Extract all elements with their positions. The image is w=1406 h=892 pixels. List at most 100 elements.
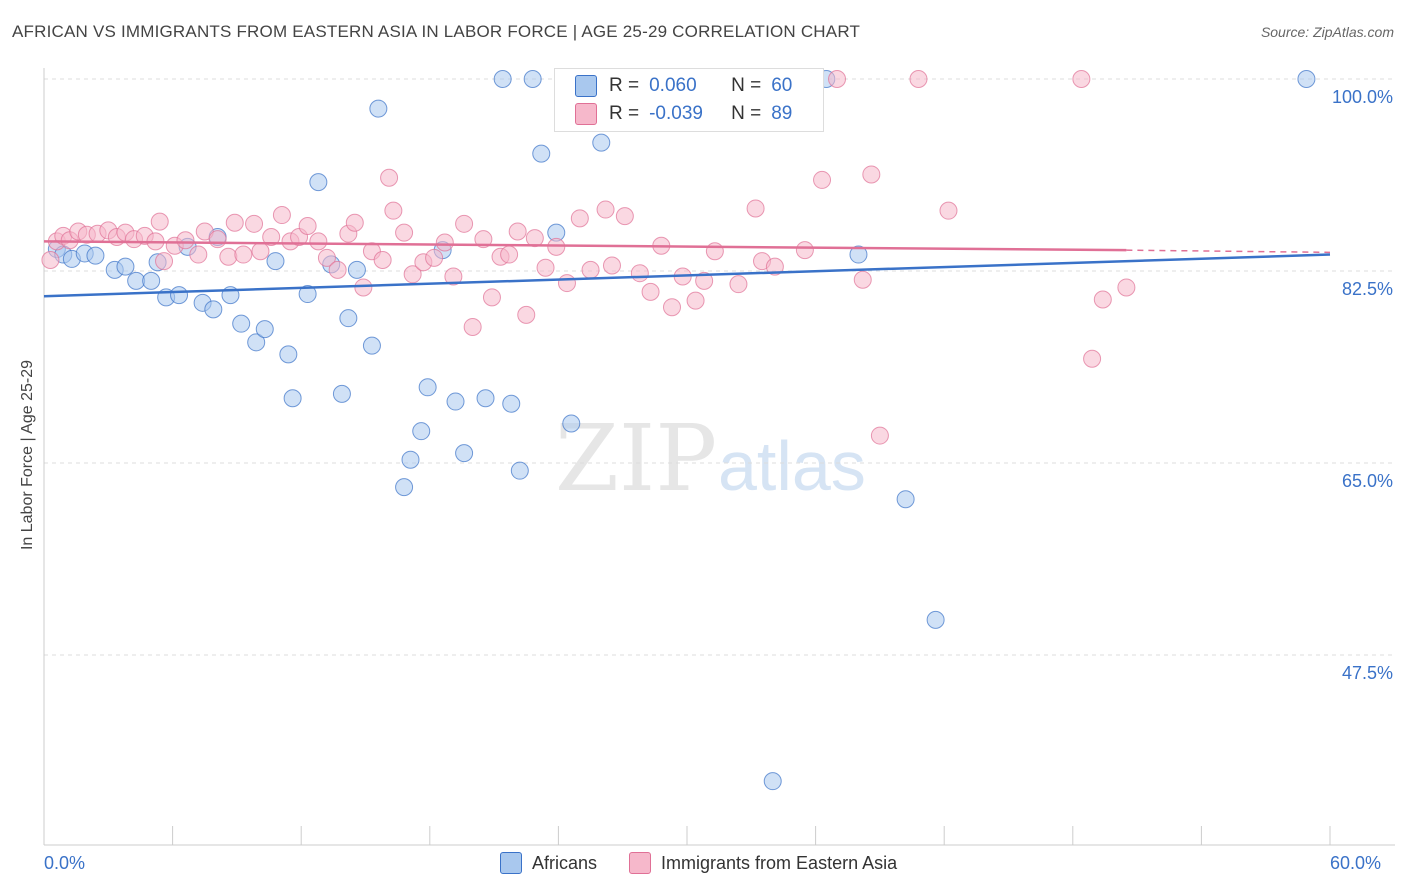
eastern-asia-point (705, 242, 724, 261)
eastern-asia-point (251, 242, 270, 261)
eastern-asia-point (155, 252, 174, 271)
africans-point (332, 384, 351, 403)
eastern-asia-point (225, 213, 244, 232)
y-tick-label: 100.0% (1332, 87, 1393, 107)
africans-trend-line (43, 253, 1331, 298)
eastern-asia-point (602, 256, 621, 275)
africans-point (532, 144, 551, 163)
africans-point (142, 271, 161, 290)
africans-point (395, 478, 414, 497)
eastern-asia-point (525, 229, 544, 248)
n-value: 89 (771, 103, 793, 124)
africans-point (369, 99, 388, 118)
africans-point (339, 309, 358, 328)
eastern-asia-point (729, 275, 748, 294)
legend-label-eastern-asia: Immigrants from Eastern Asia (661, 852, 898, 873)
eastern-asia-point (482, 288, 501, 307)
africans-point (283, 389, 302, 408)
eastern-asia-point (380, 168, 399, 187)
eastern-asia-point (384, 201, 403, 220)
africans-point (255, 320, 274, 339)
x-tick-label-max: 60.0% (1330, 853, 1382, 873)
eastern-asia-point (508, 222, 527, 241)
eastern-asia-point (444, 267, 463, 286)
africans-legend-swatch (500, 852, 522, 874)
eastern-asia-point (345, 213, 364, 232)
eastern-asia-point (596, 200, 615, 219)
eastern-asia-point (373, 251, 392, 270)
africans-point (362, 336, 381, 355)
n-label: N = (731, 103, 762, 124)
africans-point (523, 70, 542, 88)
legend-label-africans: Africans (532, 852, 598, 873)
eastern-asia-point (1117, 278, 1136, 297)
africans-swatch (575, 75, 597, 97)
africans-point (170, 286, 189, 305)
eastern-asia-point (615, 207, 634, 226)
africans-point (298, 285, 317, 304)
eastern-asia-point (1093, 290, 1112, 309)
series-legend: Africans Immigrants from Eastern Asia (500, 852, 919, 874)
y-tick-label: 47.5% (1342, 663, 1393, 683)
eastern-asia-point (813, 170, 832, 189)
source-label: Source: ZipAtlas.com (1260, 24, 1394, 40)
africans-point (1297, 70, 1316, 88)
n-label: N = (731, 75, 762, 96)
africans-point (401, 450, 420, 469)
eastern-asia-point (208, 230, 227, 249)
eastern-asia-point (298, 217, 317, 236)
eastern-asia-swatch (575, 103, 597, 125)
watermark-zip: ZIP (555, 405, 717, 512)
eastern-asia-point (828, 70, 847, 88)
eastern-asia-point (219, 247, 238, 266)
legend-item-eastern-asia[interactable]: Immigrants from Eastern Asia (629, 852, 897, 874)
africans-point (849, 245, 868, 264)
africans-point (204, 300, 223, 319)
eastern-asia-point (795, 241, 814, 260)
stats-row-africans: R = 0.060 N = 60 (575, 73, 792, 99)
africans-point (127, 271, 146, 290)
eastern-asia-point (150, 212, 169, 231)
africans-point (476, 389, 495, 408)
africans-point (86, 246, 105, 265)
eastern-asia-point (570, 209, 589, 228)
eastern-asia-point (403, 265, 422, 284)
africans-point (455, 444, 474, 463)
eastern-asia-point (557, 274, 576, 293)
africans-point (446, 392, 465, 411)
eastern-asia-point (245, 214, 264, 233)
africans-point (116, 257, 135, 276)
africans-point (266, 252, 285, 271)
africans-point (418, 378, 437, 397)
eastern-asia-point (630, 264, 649, 283)
chart-title: AFRICAN VS IMMIGRANTS FROM EASTERN ASIA … (12, 22, 861, 41)
eastern-asia-point (309, 232, 328, 251)
eastern-asia-point (1083, 349, 1102, 368)
eastern-asia-legend-swatch (629, 852, 652, 874)
eastern-asia-point (354, 278, 373, 297)
africans-point (926, 610, 945, 629)
eastern-asia-point (536, 258, 555, 277)
eastern-asia-point (517, 305, 536, 324)
x-tick-label-min: 0.0% (44, 853, 86, 873)
eastern-asia-point (939, 201, 958, 220)
eastern-asia-point (909, 70, 928, 88)
eastern-asia-point (474, 230, 493, 249)
eastern-asia-point (455, 214, 474, 233)
eastern-asia-trend-line (43, 240, 1127, 252)
eastern-asia-trend-extension (1126, 249, 1331, 254)
eastern-asia-point (500, 245, 519, 264)
eastern-asia-point (328, 260, 347, 279)
eastern-asia-point (425, 248, 444, 267)
y-tick-label: 82.5% (1342, 279, 1393, 299)
eastern-asia-point (234, 245, 253, 264)
eastern-asia-point (853, 270, 872, 289)
africans-point (763, 772, 782, 791)
eastern-asia-point (686, 291, 705, 310)
legend-item-africans[interactable]: Africans (500, 852, 597, 874)
africans-point (592, 133, 611, 152)
n-value: 60 (771, 75, 793, 96)
eastern-asia-point (765, 257, 784, 276)
eastern-asia-point (41, 251, 60, 270)
eastern-asia-point (463, 317, 482, 336)
